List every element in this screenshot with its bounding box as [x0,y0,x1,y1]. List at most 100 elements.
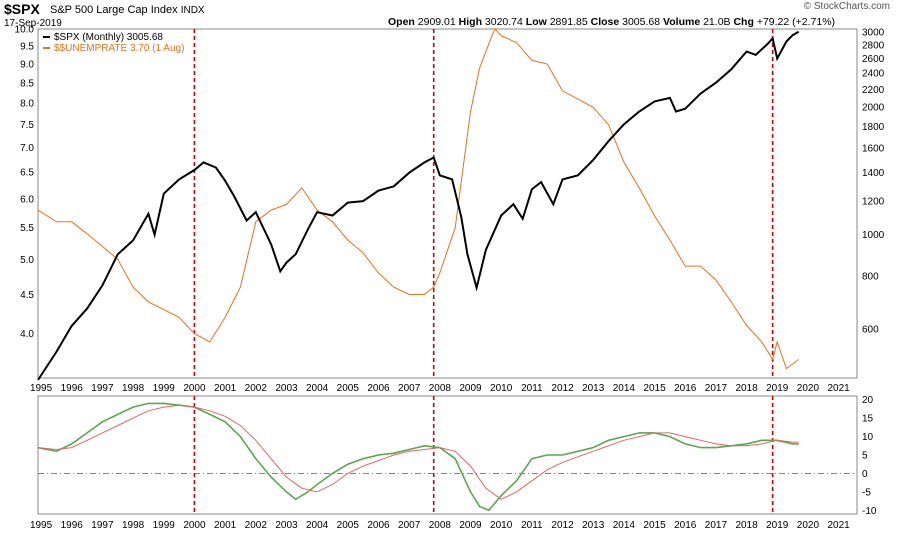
x-tick-label-lower: 2003 [275,520,298,531]
lower-panel-frame [37,395,858,515]
lower-tick-label: -5 [862,487,871,498]
x-tick-label-lower: 2000 [183,520,206,531]
legend-unemp-label: $$UNEMPRATE 3.70 (1 Aug) [54,43,184,54]
left-tick-label: 5.5 [20,223,34,234]
lower-tick-label: 20 [862,395,874,406]
x-tick-label-lower: 2006 [367,520,390,531]
left-tick-label: 6.0 [20,194,34,205]
x-tick-label-lower: 2018 [735,520,758,531]
x-tick-label-lower: 2012 [551,520,574,531]
x-tick-label-lower: 2020 [797,520,820,531]
x-tick-label-lower: 2009 [459,520,482,531]
red-oscillator-line [37,404,799,500]
high-value: 3020.74 [484,16,523,28]
exchange-text: INDX [180,5,205,16]
x-tick-label-lower: 2015 [643,520,666,531]
volume-value: 21.0B [703,16,731,28]
right-tick-label: 2000 [862,102,885,113]
low-label: Low [525,16,547,28]
x-tick-label-lower: 1998 [122,520,145,531]
index-name-text: S&P 500 Large Cap Index [50,4,178,16]
high-label: High [458,16,482,28]
lower-tick-label: 0 [862,469,868,480]
lower-tick-label: 5 [862,451,868,462]
left-tick-label: 9.0 [20,60,34,71]
x-tick-label: 1998 [122,383,145,394]
x-tick-label-lower: 2011 [521,520,543,531]
x-tick-label: 2001 [214,383,237,394]
x-tick-label: 2014 [613,383,636,394]
x-tick-label: 2016 [674,383,697,394]
right-tick-label: 2600 [862,54,885,65]
lower-tick-label: -10 [862,506,877,517]
x-tick-label-lower: 2021 [827,520,850,531]
right-tick-label: 1800 [862,122,885,133]
x-tick-label-lower: 2017 [705,520,728,531]
volume-label: Volume [663,16,701,28]
chg-label: Chg [733,16,754,28]
close-label: Close [590,16,620,28]
x-tick-label: 2006 [367,383,390,394]
left-tick-label: 7.0 [20,143,34,154]
x-tick-label: 2003 [275,383,298,394]
left-tick-label: 6.5 [20,168,34,179]
left-tick-label: 4.0 [20,329,34,340]
lower-tick-label: 15 [862,414,874,425]
left-tick-label: 8.0 [20,99,34,110]
x-tick-label-lower: 2007 [398,520,421,531]
x-tick-label-lower: 2010 [490,520,513,531]
right-tick-label: 800 [862,271,879,282]
x-tick-label: 1996 [61,383,84,394]
open-label: Open [388,16,415,28]
x-tick-label-lower: 1995 [30,520,53,531]
chart-date: 17-Sep-2019 [4,18,62,29]
x-tick-label: 2019 [766,383,789,394]
x-tick-label: 2012 [551,383,574,394]
x-tick-label-lower: 2019 [766,520,789,531]
right-tick-label: 2200 [862,85,885,96]
chg-value: +79.22 (+2.71%) [756,16,836,28]
x-tick-label: 2018 [735,383,758,394]
ohlc-stats: Open 2909.01 High 3020.74 Low 2891.85 Cl… [388,16,835,28]
x-tick-label-lower: 2008 [429,520,452,531]
x-tick-label: 2015 [643,383,666,394]
close-value: 3005.68 [622,16,661,28]
left-tick-label: 4.5 [20,290,34,301]
low-value: 2891.85 [549,16,588,28]
x-tick-label-lower: 2013 [582,520,605,531]
left-tick-label: 9.5 [20,42,34,53]
x-tick-label: 2007 [398,383,421,394]
right-tick-label: 1600 [862,144,885,155]
x-tick-label: 2010 [490,383,513,394]
right-tick-label: 2800 [862,40,885,51]
x-tick-label-lower: 2004 [306,520,329,531]
x-tick-label: 2021 [827,383,850,394]
spx-line [37,30,800,381]
stockcharts-credit: © StockCharts.com [803,1,890,12]
legend-spx-label: $SPX (Monthly) 3005.68 [54,32,163,43]
symbol-title: $SPX [4,1,40,17]
x-tick-label: 2008 [429,383,452,394]
x-tick-label-lower: 2001 [214,520,237,531]
x-tick-label: 1995 [30,383,53,394]
left-tick-label: 5.0 [20,255,34,266]
x-tick-label-lower: 1997 [91,520,114,531]
x-tick-label: 2013 [582,383,605,394]
unemployment-line [37,28,799,370]
right-tick-label: 1000 [862,230,885,241]
x-tick-label-lower: 2005 [337,520,360,531]
left-tick-label: 10.0 [15,25,35,36]
x-tick-label: 2004 [306,383,329,394]
x-tick-label: 2000 [183,383,206,394]
x-tick-label-lower: 1996 [61,520,84,531]
right-tick-label: 3000 [862,28,885,39]
main-panel-frame [37,28,858,379]
x-tick-label-lower: 1999 [153,520,176,531]
index-name: S&P 500 Large Cap Index INDX [50,4,205,16]
x-tick-label: 1997 [91,383,114,394]
open-value: 2909.01 [417,16,456,28]
x-tick-label: 2005 [337,383,360,394]
right-tick-label: 1400 [862,168,885,179]
x-tick-label: 2017 [705,383,728,394]
